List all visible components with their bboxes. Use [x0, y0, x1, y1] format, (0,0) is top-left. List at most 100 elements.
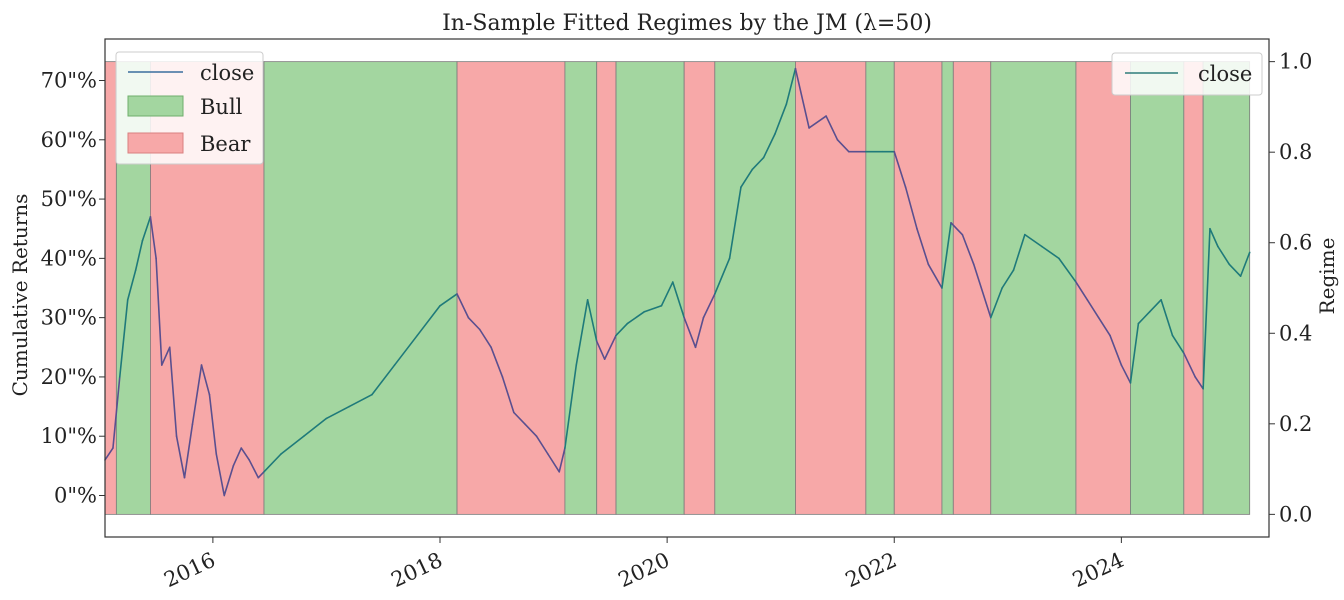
close-segment	[893, 150, 907, 189]
close-segment	[223, 465, 235, 497]
close-segment	[927, 263, 943, 289]
regime-band-bear	[1075, 61, 1131, 515]
y-right-tick-label: 0.2	[1279, 412, 1312, 436]
close-segment	[160, 346, 171, 366]
close-segment	[467, 316, 481, 331]
y-axis-right: 0.0 0.2 0.4 0.6 0.8 1.0	[1269, 50, 1312, 526]
close-segment	[168, 346, 178, 438]
close-segment	[240, 447, 251, 461]
x-axis: 2016 2018 2020 2022 2024	[160, 537, 1127, 592]
y-right-tick-label: 0.4	[1279, 321, 1312, 345]
close-segment	[1075, 281, 1089, 301]
close-segment	[1194, 376, 1204, 390]
close-segment	[671, 281, 685, 319]
close-segment	[1217, 245, 1231, 266]
regime-bands	[104, 61, 1251, 515]
legend-left: close Bull Bear	[115, 51, 264, 165]
x-tick-label: 2020	[615, 548, 674, 592]
close-segment	[1202, 227, 1211, 390]
close-segment	[836, 138, 850, 153]
close-segment	[595, 340, 606, 360]
close-segment	[439, 293, 458, 307]
close-segment	[794, 67, 810, 129]
regime-band-bull	[1202, 61, 1251, 515]
close-segment	[626, 310, 646, 325]
close-segment	[155, 257, 163, 366]
close-segment	[1171, 334, 1185, 355]
close-segment	[751, 156, 765, 171]
y-axis-right-title: Regime	[1315, 238, 1339, 315]
close-segment	[714, 257, 731, 295]
close-segment	[232, 447, 243, 467]
close-segment	[175, 435, 186, 479]
close-segment	[456, 293, 470, 319]
close-segment	[191, 364, 203, 426]
regime-band-bear	[893, 61, 943, 515]
close-segment	[575, 299, 589, 366]
close-segment	[941, 221, 952, 289]
y-tick-label: 40"%	[41, 246, 97, 270]
regime-band-bull	[990, 61, 1077, 515]
y-axis-title: Cumulative Returns	[8, 194, 32, 397]
close-segment	[558, 447, 566, 473]
y-tick-label: 60"%	[41, 128, 97, 152]
y-right-tick-label: 0.0	[1279, 502, 1312, 526]
close-segment	[1239, 251, 1251, 277]
close-segment	[501, 376, 515, 414]
close-segment	[118, 299, 129, 378]
close-segment	[1120, 364, 1132, 384]
close-segment	[149, 216, 157, 260]
close-segment	[740, 168, 754, 189]
regime-band-bear	[456, 61, 566, 515]
close-segment	[257, 470, 265, 479]
close-segment	[904, 186, 918, 230]
legend-bear-swatch	[127, 132, 184, 154]
regime-band-bull	[714, 61, 796, 515]
close-segment	[416, 304, 441, 337]
close-segment	[200, 364, 211, 396]
close-segment	[134, 239, 144, 272]
close-series	[104, 67, 1251, 497]
close-segment	[1109, 334, 1123, 366]
close-segment	[694, 316, 705, 349]
legend-bull-label: Bull	[200, 95, 243, 119]
close-segment	[524, 423, 538, 438]
close-segment	[1137, 310, 1151, 325]
y-tick-label: 50"%	[41, 187, 97, 211]
x-tick-label: 2024	[1069, 548, 1128, 592]
close-segment	[1012, 233, 1026, 272]
legend-close-label: close	[200, 61, 254, 85]
close-segment	[825, 115, 839, 141]
close-segment	[1160, 299, 1174, 337]
y-tick-label: 0"%	[54, 484, 97, 508]
regime-band-bear	[104, 61, 117, 515]
close-segment	[1086, 299, 1100, 319]
close-segment	[615, 322, 629, 337]
close-segment	[478, 328, 492, 349]
legend-right-close-label: close	[1198, 62, 1252, 86]
close-segment	[248, 459, 260, 479]
regime-band-bear	[1183, 61, 1204, 515]
close-segment	[961, 233, 975, 266]
close-segment	[972, 263, 992, 319]
y-tick-label: 70"%	[41, 69, 97, 93]
close-segment	[785, 67, 797, 106]
regime-band-bull	[615, 61, 685, 515]
close-segment	[126, 269, 137, 301]
y-tick-label: 10"%	[41, 424, 97, 448]
close-segment	[490, 346, 504, 378]
close-segment	[774, 103, 788, 135]
close-segment	[535, 435, 549, 455]
close-segment	[1129, 322, 1140, 384]
x-tick-label: 2022	[842, 548, 901, 592]
close-segment	[762, 133, 776, 159]
y-tick-label: 20"%	[41, 365, 97, 389]
close-segment	[1097, 316, 1111, 337]
regime-band-bear	[952, 61, 992, 515]
close-segment	[683, 316, 697, 349]
legend-right-box	[1111, 52, 1263, 96]
regime-band-bull	[865, 61, 895, 515]
close-segment	[1228, 263, 1242, 277]
close-segment	[513, 411, 526, 426]
close-segment	[702, 293, 716, 319]
